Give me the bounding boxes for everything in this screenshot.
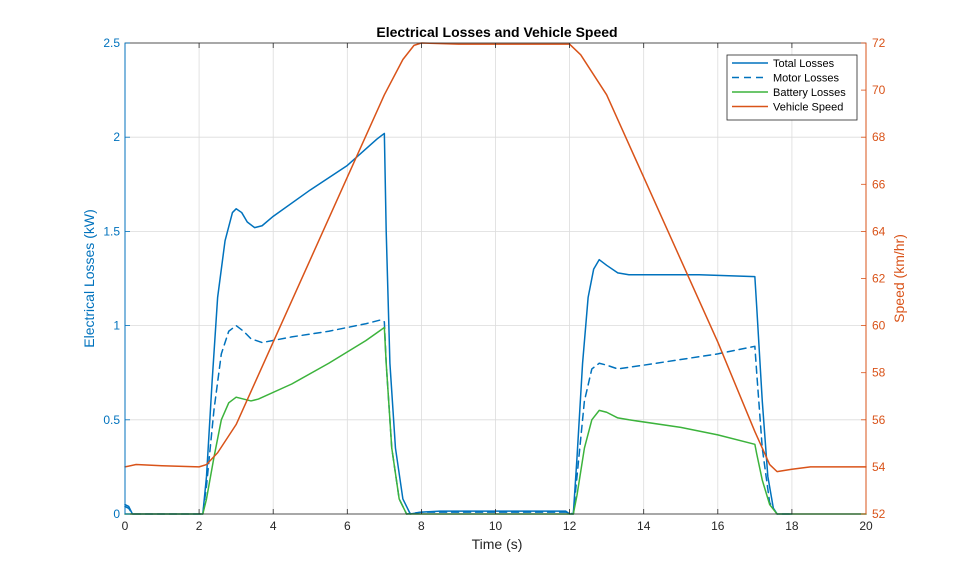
y-right-tick-label: 66 <box>872 177 886 191</box>
x-tick-label: 16 <box>711 519 725 533</box>
y-left-tick-label: 1 <box>113 319 120 333</box>
x-tick-label: 18 <box>785 519 799 533</box>
x-axis-label: Time (s) <box>472 536 523 552</box>
chart-title: Electrical Losses and Vehicle Speed <box>376 24 617 40</box>
y-left-tick-label: 0 <box>113 507 120 521</box>
series-line-motor-losses <box>124 319 793 515</box>
y-axis-right-label: Speed (km/hr) <box>891 234 907 323</box>
y-right-tick-label: 70 <box>872 83 886 97</box>
x-tick-label: 4 <box>270 519 277 533</box>
y-right-tick-label: 60 <box>872 319 886 333</box>
legend-label-total-losses: Total Losses <box>773 58 835 70</box>
legend-label-vehicle-speed: Vehicle Speed <box>773 102 843 114</box>
y-axis-left-label: Electrical Losses (kW) <box>81 209 97 347</box>
legend-box <box>726 54 858 121</box>
x-tick-label: 14 <box>637 519 651 533</box>
y-right-tick-label: 54 <box>872 460 886 474</box>
y-left-tick-label: 1.5 <box>103 224 120 238</box>
x-tick-label: 20 <box>859 519 873 533</box>
x-tick-label: 0 <box>122 519 129 533</box>
legend-label-motor-losses: Motor Losses <box>773 73 840 85</box>
y-left-tick-label: 2.5 <box>103 36 120 50</box>
y-right-tick-label: 62 <box>872 272 886 286</box>
y-left-tick-label: 2 <box>113 130 120 144</box>
y-right-tick-label: 72 <box>872 36 886 50</box>
legend: Total Losses Motor Losses Battery Losses Ve… <box>726 54 858 121</box>
grid-lines <box>125 43 866 514</box>
y-right-tick-label: 52 <box>872 507 886 521</box>
y-right-tick-label: 64 <box>872 224 886 238</box>
axes: 0 2 4 6 8 10 12 14 16 18 2000.511.522.552545658606… <box>103 36 885 533</box>
x-tick-label: 12 <box>563 519 577 533</box>
x-tick-label: 2 <box>196 519 203 533</box>
y-left-tick-label: 0.5 <box>103 413 120 427</box>
y-right-tick-label: 56 <box>872 413 886 427</box>
x-tick-label: 6 <box>344 519 351 533</box>
legend-label-battery-losses: Battery Losses <box>773 87 846 99</box>
y-right-tick-label: 68 <box>872 130 886 144</box>
series-line-total-losses <box>124 132 793 515</box>
y-right-tick-label: 58 <box>872 366 886 380</box>
x-tick-label: 8 <box>418 519 425 533</box>
x-tick-label: 10 <box>489 519 503 533</box>
